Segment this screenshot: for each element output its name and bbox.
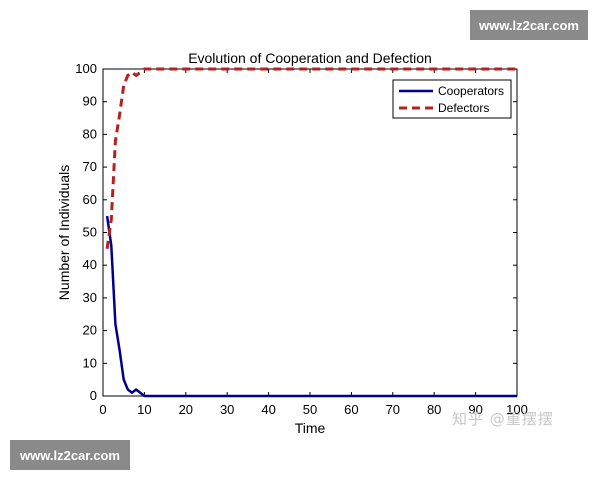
watermark-top-right: www.lz2car.com — [470, 10, 588, 40]
y-tick-label: 60 — [83, 192, 97, 207]
y-axis-title: Number of Individuals — [56, 165, 72, 300]
y-tick-label: 20 — [83, 323, 97, 338]
x-tick-label: 30 — [220, 402, 234, 417]
watermark-zhihu: 知乎 @重摆摆 — [452, 410, 554, 428]
legend: Cooperators Defectors — [392, 79, 512, 119]
y-tick-label: 30 — [83, 290, 97, 305]
y-tick-label: 40 — [83, 257, 97, 272]
y-tick-label: 10 — [83, 355, 97, 370]
y-tick-label: 50 — [83, 225, 97, 240]
x-tick-label: 40 — [261, 402, 275, 417]
series-line-defectors — [105, 67, 517, 250]
y-tick-label: 70 — [83, 159, 97, 174]
x-tick-label: 80 — [427, 402, 441, 417]
x-tick-label: 90 — [468, 402, 482, 417]
chart-title: Evolution of Cooperation and Defection — [188, 50, 432, 66]
x-tick-label: 20 — [179, 402, 193, 417]
x-tick-label: 60 — [344, 402, 358, 417]
x-axis-title: Time — [295, 420, 326, 436]
x-tick-label: 10 — [137, 402, 151, 417]
legend-label-defectors: Defectors — [438, 101, 489, 115]
series-layer — [105, 67, 517, 398]
legend-box — [392, 79, 512, 119]
y-tick-label: 80 — [83, 126, 97, 141]
legend-label-cooperators: Cooperators — [438, 84, 504, 98]
y-tick-label: 90 — [83, 94, 97, 109]
watermark-bottom-left: www.lz2car.com — [10, 440, 130, 470]
series-line-cooperators — [105, 215, 517, 398]
x-tick-label: 100 — [506, 402, 528, 417]
y-tick-label: 100 — [75, 61, 97, 76]
x-tick-label: 70 — [386, 402, 400, 417]
y-tick-label: 0 — [90, 388, 97, 403]
x-tick-label: 50 — [303, 402, 317, 417]
axis-ticks: 0 10 20 30 40 50 60 70 80 90 100 0 10 20 30 40 50 60 70 80 9… — [75, 61, 528, 417]
x-tick-label: 0 — [99, 402, 106, 417]
